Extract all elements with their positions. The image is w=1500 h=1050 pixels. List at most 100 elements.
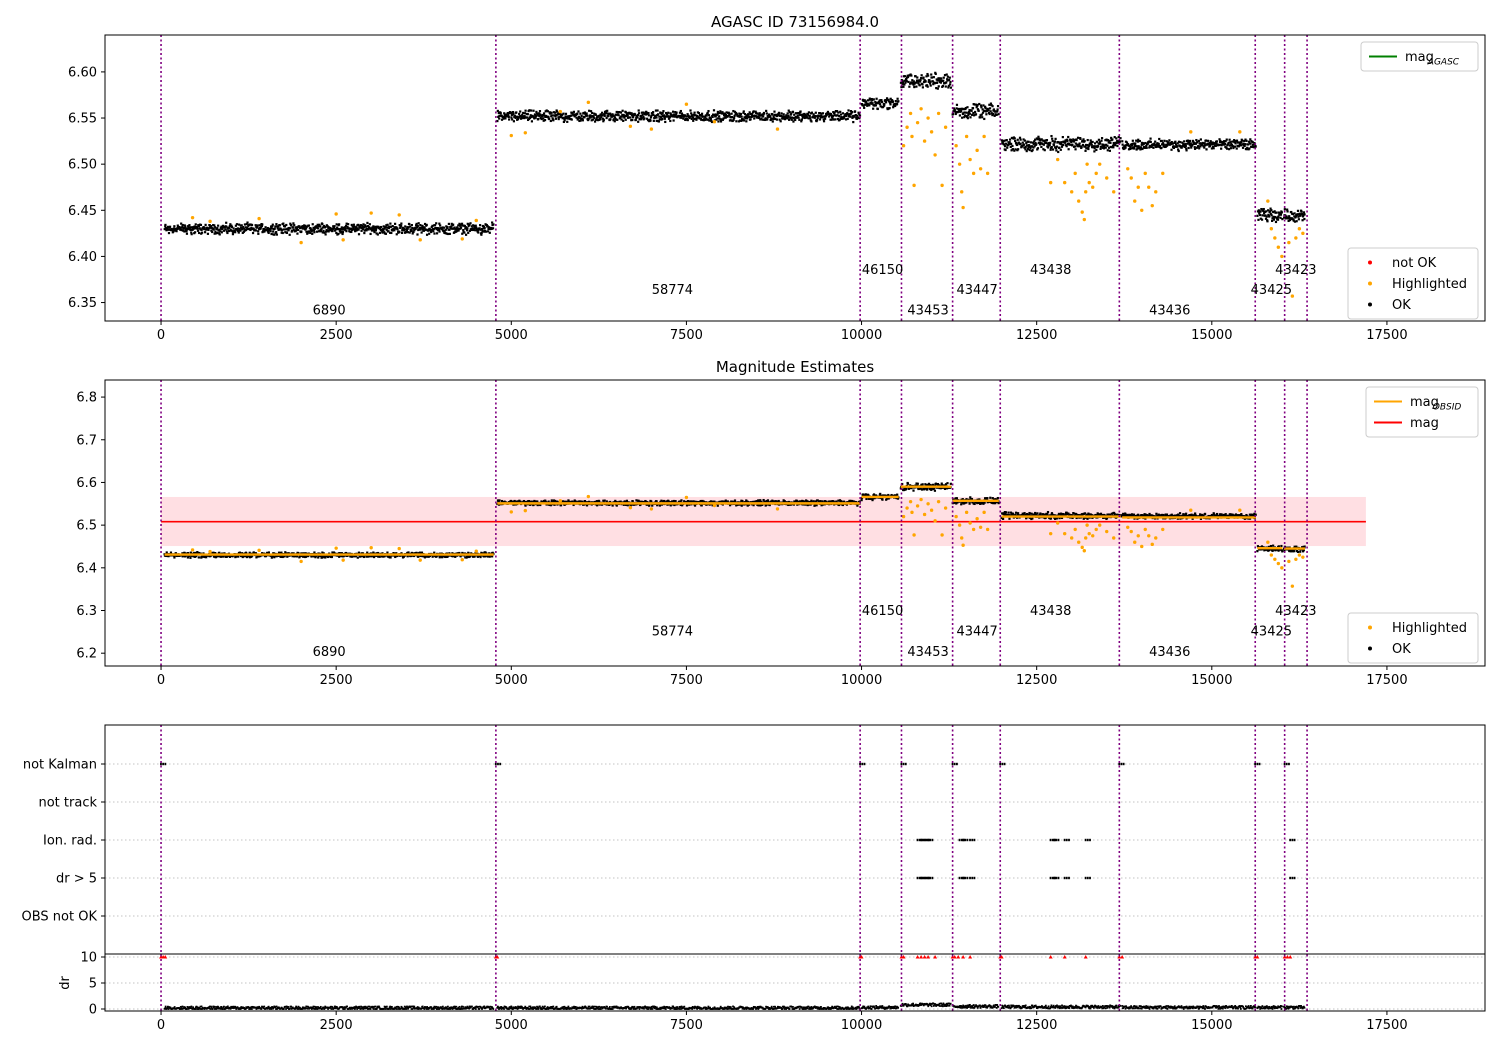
- ok-point: [437, 227, 440, 230]
- ok-point: [351, 228, 355, 231]
- highlighted-point: [474, 218, 478, 223]
- ok-point: [655, 119, 658, 122]
- ok-point: [423, 226, 426, 230]
- ok-point: [852, 120, 855, 124]
- ok-point: [1049, 517, 1053, 520]
- ok-point: [506, 111, 510, 115]
- ok-point: [719, 120, 723, 123]
- ok-point: [445, 232, 448, 235]
- ok-point: [967, 112, 970, 115]
- ok-point: [254, 229, 257, 232]
- ok-point: [1064, 139, 1067, 142]
- ok-point: [242, 555, 245, 558]
- ok-point: [183, 230, 186, 233]
- ok-point: [692, 119, 695, 122]
- ok-point: [1112, 142, 1116, 146]
- ok-point: [577, 115, 581, 118]
- ok-point: [940, 77, 943, 80]
- ok-point: [736, 503, 739, 506]
- ok-point: [214, 226, 217, 229]
- ok-point: [1294, 215, 1298, 218]
- ok-point: [448, 232, 451, 235]
- ok-point: [1031, 141, 1035, 144]
- ok-point: [258, 228, 261, 231]
- ok-point: [256, 225, 259, 228]
- ok-point: [615, 504, 618, 507]
- ok-point: [173, 225, 176, 228]
- ok-point: [455, 227, 458, 231]
- ok-point: [458, 222, 461, 225]
- ok-point: [267, 551, 270, 554]
- ok-point: [385, 224, 388, 227]
- ok-point: [467, 552, 470, 555]
- highlighted-point: [1273, 236, 1277, 240]
- ok-point: [363, 229, 366, 232]
- ok-point: [1038, 513, 1042, 516]
- ok-point: [512, 112, 515, 115]
- ok-point: [557, 116, 560, 119]
- ok-point: [721, 118, 724, 121]
- ok-point: [1269, 212, 1272, 215]
- ok-point: [929, 81, 932, 84]
- ok-point: [283, 555, 286, 558]
- ok-point: [204, 231, 207, 234]
- ok-point: [544, 499, 547, 502]
- ok-point: [1271, 217, 1274, 220]
- ok-point: [286, 555, 289, 558]
- ok-point: [609, 112, 612, 115]
- ok-point: [821, 112, 825, 115]
- ok-point: [515, 500, 518, 503]
- ok-point: [312, 226, 315, 229]
- ok-point: [783, 118, 787, 121]
- ok-point: [534, 116, 537, 119]
- ok-point: [930, 76, 933, 79]
- ok-point: [831, 117, 834, 120]
- ok-point: [996, 110, 999, 113]
- ok-point: [691, 116, 695, 119]
- ok-point: [1206, 139, 1210, 142]
- ok-point: [464, 226, 467, 229]
- ok-point: [209, 554, 212, 558]
- highlighted-point: [1055, 157, 1060, 162]
- ok-point: [1204, 139, 1208, 142]
- ok-point: [742, 111, 745, 114]
- ok-point: [872, 493, 876, 496]
- ok-point: [716, 110, 719, 114]
- ok-point: [1091, 140, 1094, 144]
- ok-point: [658, 504, 661, 507]
- ok-point: [479, 555, 482, 559]
- ok-point: [982, 104, 985, 107]
- ok-point: [1024, 145, 1027, 149]
- ok-point: [868, 98, 872, 101]
- ok-point: [517, 116, 521, 119]
- ok-point: [556, 500, 559, 503]
- ok-point: [1003, 512, 1007, 516]
- ok-point: [310, 228, 313, 231]
- ok-point: [400, 222, 403, 225]
- ok-point: [281, 231, 284, 235]
- ok-point: [1119, 137, 1122, 140]
- ok-point: [496, 109, 499, 113]
- ok-point: [856, 114, 859, 117]
- ok-point: [834, 118, 837, 121]
- ok-point: [1075, 513, 1078, 516]
- ok-point: [944, 85, 947, 88]
- ok-point: [978, 116, 982, 119]
- ok-point: [952, 498, 955, 501]
- ok-point: [324, 233, 327, 236]
- ok-point: [291, 555, 294, 558]
- ok-point: [1053, 140, 1057, 143]
- ok-point: [453, 226, 456, 229]
- obsid-label: 6890: [313, 304, 346, 319]
- ok-point: [289, 222, 292, 225]
- ok-point: [1301, 212, 1304, 216]
- ok-point: [217, 224, 220, 227]
- ok-point: [1258, 213, 1262, 217]
- ok-point: [448, 228, 451, 231]
- ok-point: [974, 113, 978, 116]
- ok-point: [693, 111, 696, 114]
- highlighted-point: [936, 111, 941, 116]
- ok-point: [855, 116, 858, 119]
- ok-point: [876, 107, 879, 111]
- ok-point: [814, 114, 817, 118]
